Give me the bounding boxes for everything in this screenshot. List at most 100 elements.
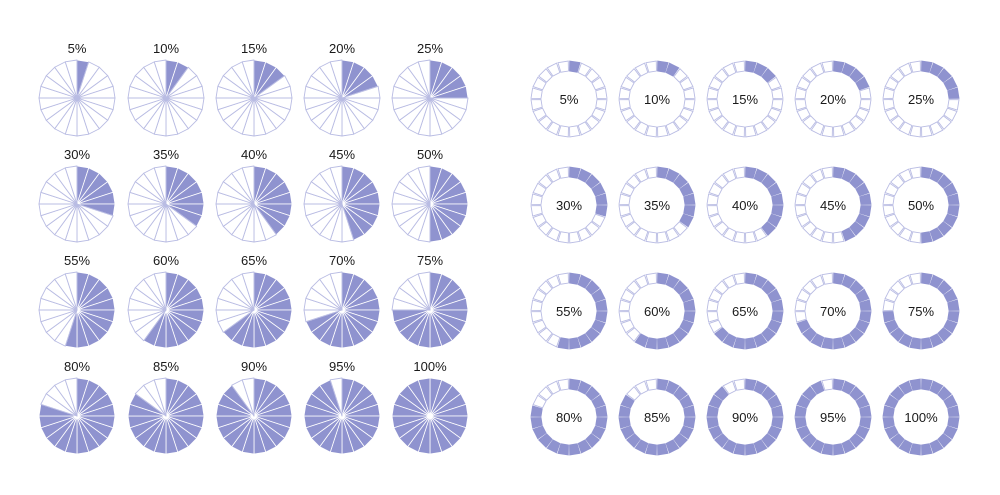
ring-segment-empty bbox=[947, 99, 960, 111]
ring-segment-empty bbox=[767, 107, 782, 122]
ring-segment-filled bbox=[859, 417, 872, 429]
ring-chart: 25% bbox=[882, 60, 960, 138]
ring-segment-filled bbox=[569, 443, 581, 456]
ring-segment-filled bbox=[657, 337, 669, 350]
pie-chart-label: 35% bbox=[153, 147, 179, 162]
ring-segment-empty bbox=[569, 125, 581, 138]
ring-segment-empty bbox=[810, 227, 825, 242]
ring-segment-filled bbox=[898, 380, 913, 395]
ring-segment-empty bbox=[546, 333, 561, 348]
pie-segment-empty bbox=[64, 165, 78, 205]
ring-segment-empty bbox=[884, 182, 899, 197]
ring-segment-filled bbox=[771, 205, 784, 217]
ring-segment-empty bbox=[890, 280, 905, 295]
ring-segment-filled bbox=[657, 60, 669, 73]
ring-segment-empty bbox=[657, 231, 669, 244]
pie-segment-empty bbox=[417, 165, 431, 205]
ring-segment-filled bbox=[753, 274, 768, 289]
ring-segment-filled bbox=[909, 443, 921, 456]
ring-chart-label: 5% bbox=[560, 92, 579, 107]
ring-segment-filled bbox=[771, 193, 784, 205]
ring-segment-filled bbox=[841, 380, 856, 395]
ring-segment-empty bbox=[810, 274, 825, 289]
ring-segment-filled bbox=[767, 182, 782, 197]
ring-segment-filled bbox=[841, 62, 856, 77]
ring-segment-empty bbox=[708, 288, 723, 303]
ring-segment-filled bbox=[585, 174, 600, 189]
ring-segment-filled bbox=[855, 425, 870, 440]
ring-segment-filled bbox=[569, 337, 581, 350]
ring-segment-empty bbox=[620, 213, 635, 228]
ring-segment-filled bbox=[937, 221, 952, 236]
ring-segment-filled bbox=[810, 333, 825, 348]
ring-segment-filled bbox=[841, 227, 856, 242]
ring-segment-empty bbox=[898, 62, 913, 77]
ring-segment-empty bbox=[849, 115, 864, 130]
ring-segment-empty bbox=[802, 221, 817, 236]
ring-segment-filled bbox=[761, 433, 776, 448]
ring-segment-empty bbox=[745, 231, 757, 244]
ring-segment-filled bbox=[595, 299, 608, 311]
ring-segment-empty bbox=[530, 99, 543, 111]
ring-segment-filled bbox=[585, 433, 600, 448]
ring-segment-empty bbox=[595, 99, 608, 111]
ring-chart: 30% bbox=[530, 166, 608, 244]
ring-chart-label: 45% bbox=[820, 198, 846, 213]
pie-chart-grid: 5% 10% 15% 20% 25% 30% 35% 40% 45% 50% 55% 60% 65% 70… bbox=[38, 41, 469, 455]
pie-chart: 100% bbox=[391, 359, 469, 455]
ring-segment-filled bbox=[645, 337, 657, 350]
ring-segment-empty bbox=[909, 272, 921, 285]
ring-segment-empty bbox=[546, 62, 561, 77]
ring-segment-empty bbox=[620, 182, 635, 197]
ring-segment-filled bbox=[855, 182, 870, 197]
ring-chart-label: 40% bbox=[732, 198, 758, 213]
ring-segment-empty bbox=[796, 76, 811, 91]
ring-segment-empty bbox=[884, 107, 899, 122]
ring-chart: 40% bbox=[706, 166, 784, 244]
ring-segment-filled bbox=[929, 62, 944, 77]
ring-segment-filled bbox=[909, 337, 921, 350]
ring-segment-filled bbox=[855, 213, 870, 228]
ring-segment-filled bbox=[841, 168, 856, 183]
ring-segment-filled bbox=[833, 443, 845, 456]
ring-segment-empty bbox=[898, 274, 913, 289]
ring-chart-label: 65% bbox=[732, 304, 758, 319]
ring-segment-filled bbox=[884, 319, 899, 334]
ring-segment-empty bbox=[796, 213, 811, 228]
pie-chart-label: 25% bbox=[417, 41, 443, 56]
ring-segment-empty bbox=[577, 227, 592, 242]
pie-segment-empty bbox=[329, 271, 343, 311]
ring-segment-filled bbox=[714, 386, 729, 401]
ring-segment-filled bbox=[626, 433, 641, 448]
pie-chart: 50% bbox=[391, 147, 469, 243]
ring-segment-filled bbox=[569, 272, 581, 285]
ring-segment-filled bbox=[767, 319, 782, 334]
ring-segment-filled bbox=[771, 417, 784, 429]
pie-segment-empty bbox=[417, 271, 431, 311]
ring-segment-filled bbox=[683, 405, 696, 417]
ring-segment-empty bbox=[884, 213, 899, 228]
ring-segment-filled bbox=[898, 333, 913, 348]
ring-segment-filled bbox=[683, 205, 696, 217]
ring-segment-empty bbox=[532, 319, 547, 334]
ring-segment-filled bbox=[665, 274, 680, 289]
pie-segment-empty bbox=[241, 271, 255, 311]
pie-segment-empty bbox=[329, 377, 343, 417]
ring-segment-empty bbox=[595, 87, 608, 99]
ring-segment-filled bbox=[849, 386, 864, 401]
ring-segment-filled bbox=[683, 311, 696, 323]
pie-chart: 90% bbox=[215, 359, 293, 455]
ring-segment-filled bbox=[882, 311, 895, 323]
ring-chart: 55% bbox=[530, 272, 608, 350]
ring-segment-filled bbox=[833, 60, 845, 73]
ring-segment-filled bbox=[569, 60, 581, 73]
ring-segment-filled bbox=[745, 378, 757, 391]
ring-segment-empty bbox=[532, 182, 547, 197]
ring-segment-filled bbox=[577, 168, 592, 183]
ring-segment-filled bbox=[657, 272, 669, 285]
pie-chart-label: 50% bbox=[417, 147, 443, 162]
ring-segment-filled bbox=[618, 417, 631, 429]
ring-segment-filled bbox=[722, 439, 737, 454]
ring-segment-empty bbox=[767, 76, 782, 91]
ring-segment-empty bbox=[898, 168, 913, 183]
